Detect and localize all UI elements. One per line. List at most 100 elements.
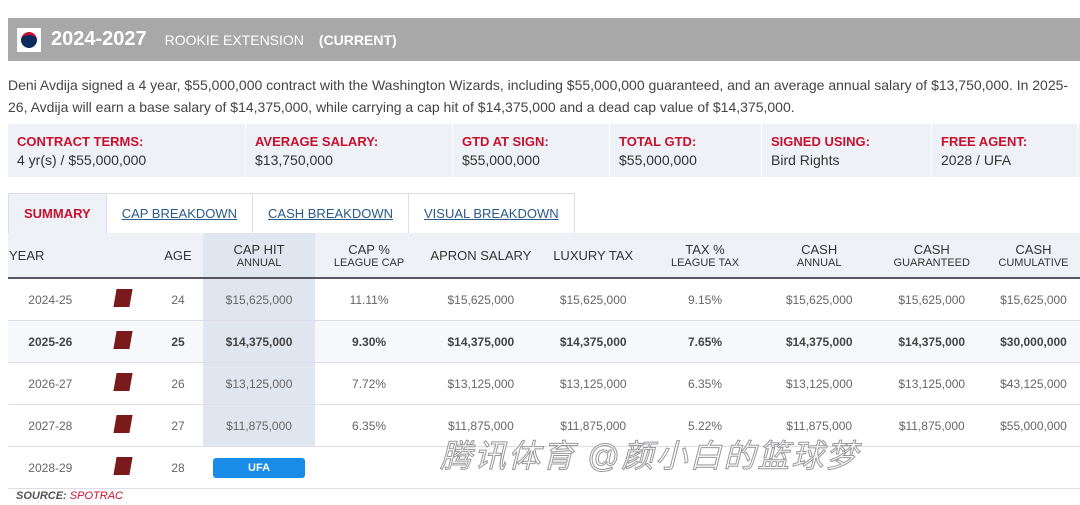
source-label: SOURCE:	[16, 490, 67, 502]
contract-table: YEAR AGE CAP HIT ANNUAL CAP % LEAGUE CAP APRON…	[8, 233, 1080, 489]
table-row: 2024-25 24 $15,625,000 11.11% $15,625,000 $15…	[8, 278, 1080, 321]
blazers-logo-icon	[113, 331, 133, 349]
cell: 24	[152, 278, 204, 321]
cell: $13,125,000	[761, 362, 877, 405]
col-subtitle: ANNUAL	[236, 256, 282, 269]
team-cell	[92, 362, 153, 405]
empty-cell	[314, 446, 1080, 489]
column-header[interactable]: AGE	[152, 233, 204, 279]
cell: $13,125,000	[203, 362, 315, 405]
col-subtitle: LEAGUE CAP	[333, 256, 405, 269]
team-cell	[92, 320, 153, 363]
cell: $15,625,000	[423, 278, 539, 321]
cell: $15,625,000	[761, 278, 877, 321]
cell: 9.30%	[314, 320, 424, 363]
term-label: SIGNED USING:	[771, 134, 870, 149]
table-row: 2027-28 27 $11,875,000 6.35% $11,875,000 $11,…	[8, 404, 1080, 447]
term-0: CONTRACT TERMS: 4 yr(s) / $55,000,000	[8, 124, 246, 177]
contract-description: Deni Avdija signed a 4 year, $55,000,000…	[8, 77, 1069, 115]
cell: $43,125,000	[986, 362, 1080, 405]
cell: $14,375,000	[876, 320, 987, 363]
wizards-logo-icon	[17, 27, 41, 52]
cell: $11,875,000	[876, 404, 987, 447]
cell: 6.35%	[314, 404, 424, 447]
cell: $11,875,000	[538, 404, 649, 447]
tab-cap-breakdown[interactable]: CAP BREAKDOWN	[105, 194, 253, 234]
cell: $11,875,000	[203, 404, 315, 447]
contract-terms: CONTRACT TERMS: 4 yr(s) / $55,000,000 AVER…	[8, 124, 1080, 177]
term-value: Bird Rights	[771, 152, 840, 168]
column-header[interactable]	[92, 233, 153, 279]
source: SOURCE: SPOTRAC	[16, 490, 123, 502]
column-header[interactable]: CASH CUMULATIVE	[986, 233, 1080, 279]
cell: $13,125,000	[423, 362, 539, 405]
tab-summary[interactable]: SUMMARY	[9, 194, 106, 234]
col-title: TAX %	[685, 241, 725, 257]
cell: 7.72%	[314, 362, 424, 405]
ufa-badge: UFA	[213, 457, 306, 478]
column-header[interactable]: YEAR	[8, 233, 93, 279]
term-label: TOTAL GTD:	[619, 134, 697, 149]
source-link[interactable]: SPOTRAC	[69, 490, 123, 502]
cell: $30,000,000	[986, 320, 1080, 363]
cell: 5.22%	[648, 404, 762, 447]
term-3: TOTAL GTD: $55,000,000	[610, 124, 762, 177]
tab-visual-breakdown[interactable]: VISUAL BREAKDOWN	[408, 194, 574, 234]
col-title: APRON SALARY	[430, 247, 532, 263]
cell: $13,125,000	[876, 362, 987, 405]
year: 2026-27	[8, 362, 93, 405]
col-subtitle: CUMULATIVE	[998, 256, 1069, 269]
age: 28	[152, 446, 204, 489]
term-value: $55,000,000	[619, 152, 697, 168]
term-value: 4 yr(s) / $55,000,000	[17, 152, 147, 168]
column-header[interactable]: TAX % LEAGUE TAX	[648, 233, 762, 279]
term-4: SIGNED USING: Bird Rights	[762, 124, 932, 177]
table-row: 2026-27 26 $13,125,000 7.72% $13,125,000 $13,…	[8, 362, 1080, 405]
year: 2025-26	[8, 320, 93, 363]
contract-years: 2024-2027	[51, 28, 147, 50]
cell: $15,625,000	[986, 278, 1080, 321]
col-subtitle: GUARANTEED	[893, 256, 970, 269]
col-title: LUXURY TAX	[553, 247, 634, 263]
cell: $13,125,000	[538, 362, 649, 405]
table-row: 2028-29 28 UFA	[8, 446, 1080, 489]
tab-cash-breakdown[interactable]: CASH BREAKDOWN	[252, 194, 408, 234]
year: 2028-29	[8, 446, 93, 489]
term-value: $13,750,000	[255, 152, 333, 168]
cell: $15,625,000	[876, 278, 987, 321]
col-title: YEAR	[9, 247, 45, 263]
term-label: FREE AGENT:	[941, 134, 1028, 149]
column-header[interactable]: LUXURY TAX	[538, 233, 649, 279]
col-title: CAP HIT	[233, 241, 285, 257]
column-header[interactable]: CAP % LEAGUE CAP	[314, 233, 424, 279]
cell: 27	[152, 404, 204, 447]
contract-status: (CURRENT)	[318, 31, 397, 48]
col-subtitle: LEAGUE TAX	[670, 256, 740, 269]
cell: 9.15%	[648, 278, 762, 321]
year: 2024-25	[8, 278, 93, 321]
watermark: 腾讯体育 @颜小白的篮球梦	[439, 438, 860, 475]
term-2: GTD AT SIGN: $55,000,000	[453, 124, 610, 177]
term-label: GTD AT SIGN:	[462, 134, 549, 149]
term-label: CONTRACT TERMS:	[17, 134, 144, 149]
cell: $14,375,000	[203, 320, 315, 363]
blazers-logo-icon	[113, 373, 133, 391]
column-header[interactable]: CAP HIT ANNUAL	[203, 233, 315, 279]
column-header[interactable]: APRON SALARY	[423, 233, 539, 279]
cell: 7.65%	[648, 320, 762, 363]
team-cell	[92, 404, 153, 447]
col-title: CAP %	[348, 241, 390, 257]
cell: 25	[152, 320, 204, 363]
table-row: 2025-26 25 $14,375,000 9.30% $14,375,000 $14,…	[8, 320, 1080, 363]
cell: 11.11%	[314, 278, 424, 321]
contract-header: 2024-2027 ROOKIE EXTENSION (CURRENT)	[8, 18, 1080, 61]
col-title: CASH	[1015, 241, 1052, 257]
column-header[interactable]: CASH GUARANTEED	[876, 233, 987, 279]
term-value: 2028 / UFA	[941, 152, 1012, 168]
blazers-logo-icon	[113, 457, 133, 475]
cell: 6.35%	[648, 362, 762, 405]
cell: $15,625,000	[538, 278, 649, 321]
column-header[interactable]: CASH ANNUAL	[761, 233, 877, 279]
term-5: FREE AGENT: 2028 / UFA	[932, 124, 1078, 177]
team-cell	[92, 446, 153, 489]
